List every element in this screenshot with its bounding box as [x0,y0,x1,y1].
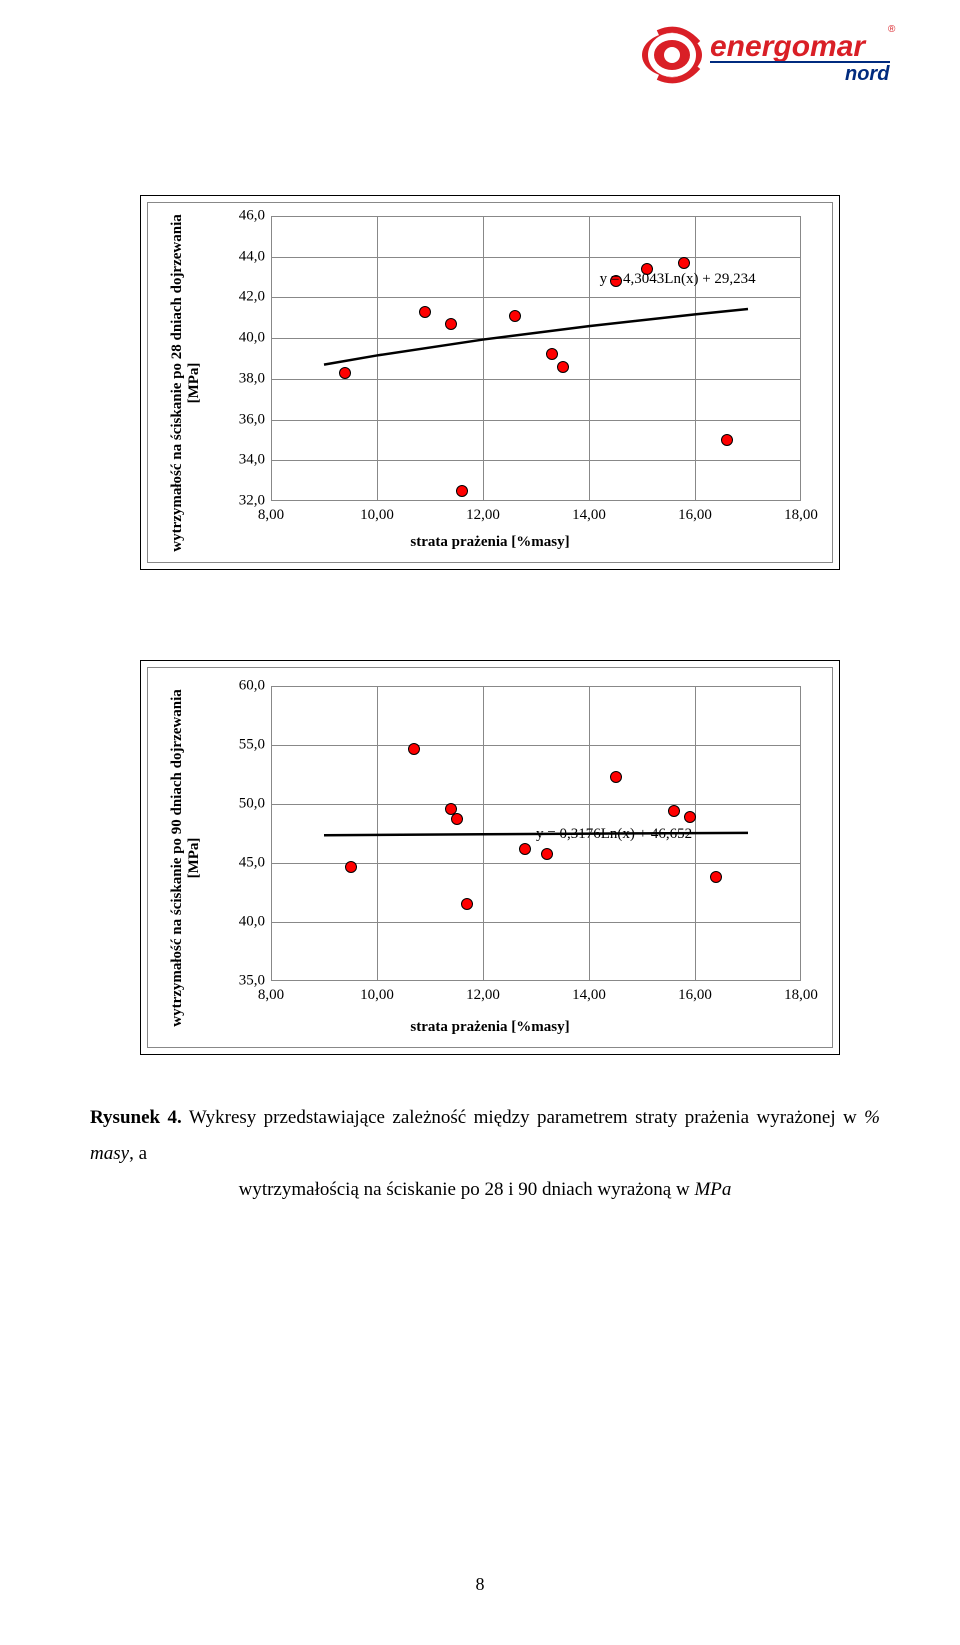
chart1-ylabel: wytrzymałość na ściskanie po 28 dniach d… [169,203,203,563]
x-tick: 8,00 [258,987,284,1004]
y-tick: 32,0 [223,493,265,510]
data-point [668,805,680,817]
data-point [461,898,473,910]
x-tick: 18,00 [784,987,818,1004]
x-tick: 12,00 [466,507,500,524]
y-tick: 60,0 [223,678,265,695]
brand-logo: energomar ® nord [640,20,900,95]
data-point [541,848,553,860]
chart2-xlabel: strata prażenia [%masy] [410,1019,569,1036]
data-point [678,257,690,269]
x-tick: 14,00 [572,507,606,524]
data-point [684,811,696,823]
trend-line [324,309,748,365]
data-point [610,771,622,783]
y-tick: 36,0 [223,411,265,428]
chart-2-frame: wytrzymałość na ściskanie po 90 dniach d… [140,660,840,1055]
data-point [408,743,420,755]
data-point [546,348,558,360]
chart2-ylabel: wytrzymałość na ściskanie po 90 dniach d… [169,678,203,1038]
regression-equation: y = 4,3043Ln(x) + 29,234 [600,271,756,288]
chart2-plot: y = 0,3176Ln(x) + 46,652 [271,686,801,981]
y-tick: 40,0 [223,330,265,347]
x-tick: 16,00 [678,507,712,524]
y-tick: 45,0 [223,855,265,872]
y-tick: 38,0 [223,370,265,387]
x-tick: 18,00 [784,507,818,524]
data-point [519,843,531,855]
data-point [445,318,457,330]
figure-caption: Rysunek 4. Wykresy przedstawiające zależ… [90,1100,880,1208]
caption-label: Rysunek 4. [90,1107,182,1128]
chart1-plot: y = 4,3043Ln(x) + 29,234 [271,216,801,501]
data-point [721,434,733,446]
x-tick: 10,00 [360,507,394,524]
svg-text:®: ® [888,24,896,35]
svg-text:nord: nord [845,63,890,85]
data-point [456,485,468,497]
data-point [345,861,357,873]
chart-1-frame: wytrzymałość na ściskanie po 28 dniach d… [140,195,840,570]
x-tick: 10,00 [360,987,394,1004]
data-point [557,361,569,373]
data-point [509,310,521,322]
x-tick: 12,00 [466,987,500,1004]
x-tick: 16,00 [678,987,712,1004]
data-point [419,306,431,318]
chart1-xlabel: strata prażenia [%masy] [410,534,569,551]
data-point [451,813,463,825]
y-tick: 50,0 [223,796,265,813]
x-tick: 8,00 [258,507,284,524]
y-tick: 40,0 [223,914,265,931]
svg-text:energomar: energomar [710,30,867,63]
y-tick: 35,0 [223,973,265,990]
y-tick: 55,0 [223,737,265,754]
data-point [339,367,351,379]
y-tick: 46,0 [223,208,265,225]
regression-equation: y = 0,3176Ln(x) + 46,652 [536,826,692,843]
x-tick: 14,00 [572,987,606,1004]
y-tick: 34,0 [223,452,265,469]
data-point [710,871,722,883]
y-tick: 42,0 [223,289,265,306]
page-number: 8 [476,1574,485,1595]
y-tick: 44,0 [223,248,265,265]
